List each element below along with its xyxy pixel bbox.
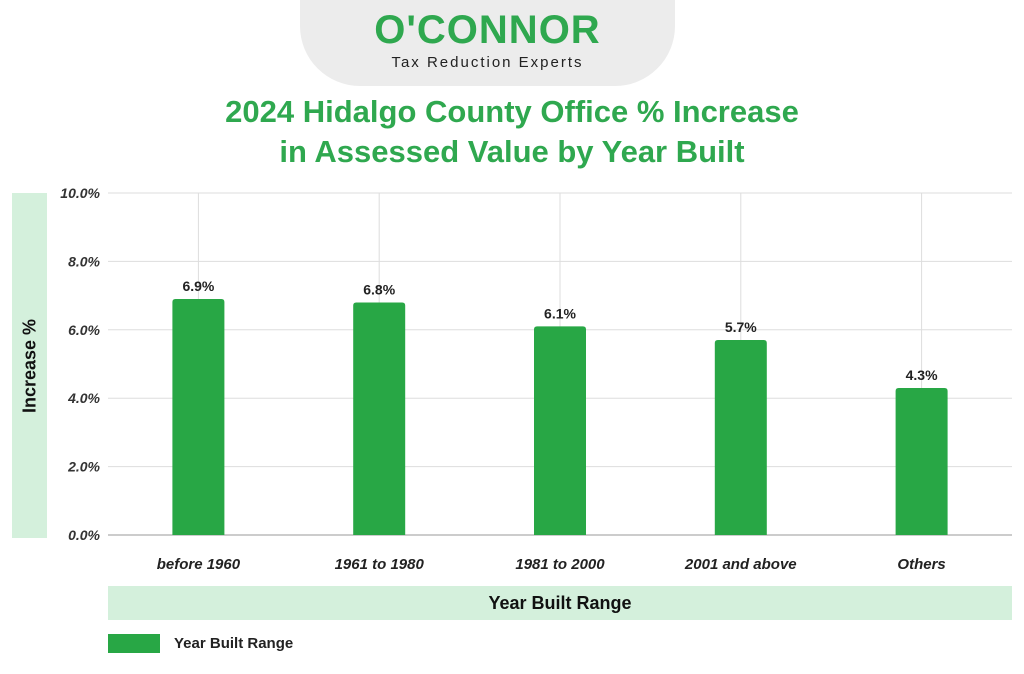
chart-title: 2024 Hidalgo County Office % Increase in…: [0, 92, 1024, 172]
y-tick-label: 4.0%: [67, 390, 100, 406]
data-label: 6.9%: [182, 278, 214, 294]
y-tick-label: 8.0%: [68, 253, 100, 269]
logo-background: [300, 0, 675, 86]
legend-label: Year Built Range: [174, 635, 294, 652]
chart-title-line-2: in Assessed Value by Year Built: [279, 134, 745, 169]
logo-tagline: Tax Reduction Experts: [391, 54, 584, 71]
x-tick-label: 1981 to 2000: [515, 556, 605, 573]
x-tick-label: Others: [897, 556, 945, 573]
data-label: 4.3%: [906, 367, 938, 383]
y-axis-label-band: [12, 193, 47, 538]
x-tick-label: 1961 to 1980: [335, 556, 425, 573]
data-label: 5.7%: [725, 319, 757, 335]
y-tick-label: 2.0%: [67, 459, 100, 475]
y-tick-label: 10.0%: [60, 185, 100, 201]
chart-title-line-1: 2024 Hidalgo County Office % Increase: [225, 94, 799, 129]
x-tick-label: before 1960: [157, 556, 241, 573]
data-label: 6.1%: [544, 305, 576, 321]
bar: [534, 326, 586, 535]
x-tick-label: 2001 and above: [684, 556, 797, 573]
data-label: 6.8%: [363, 281, 395, 297]
bar: [895, 387, 948, 535]
bar: [714, 340, 767, 535]
logo-wordmark: O'CONNOR: [374, 8, 601, 52]
bar: [172, 299, 225, 535]
y-tick-label: 0.0%: [68, 527, 100, 543]
x-axis-label: Year Built Range: [108, 586, 1012, 620]
bar: [353, 302, 406, 535]
y-tick-label: 6.0%: [68, 322, 100, 338]
legend-swatch: [108, 634, 160, 653]
